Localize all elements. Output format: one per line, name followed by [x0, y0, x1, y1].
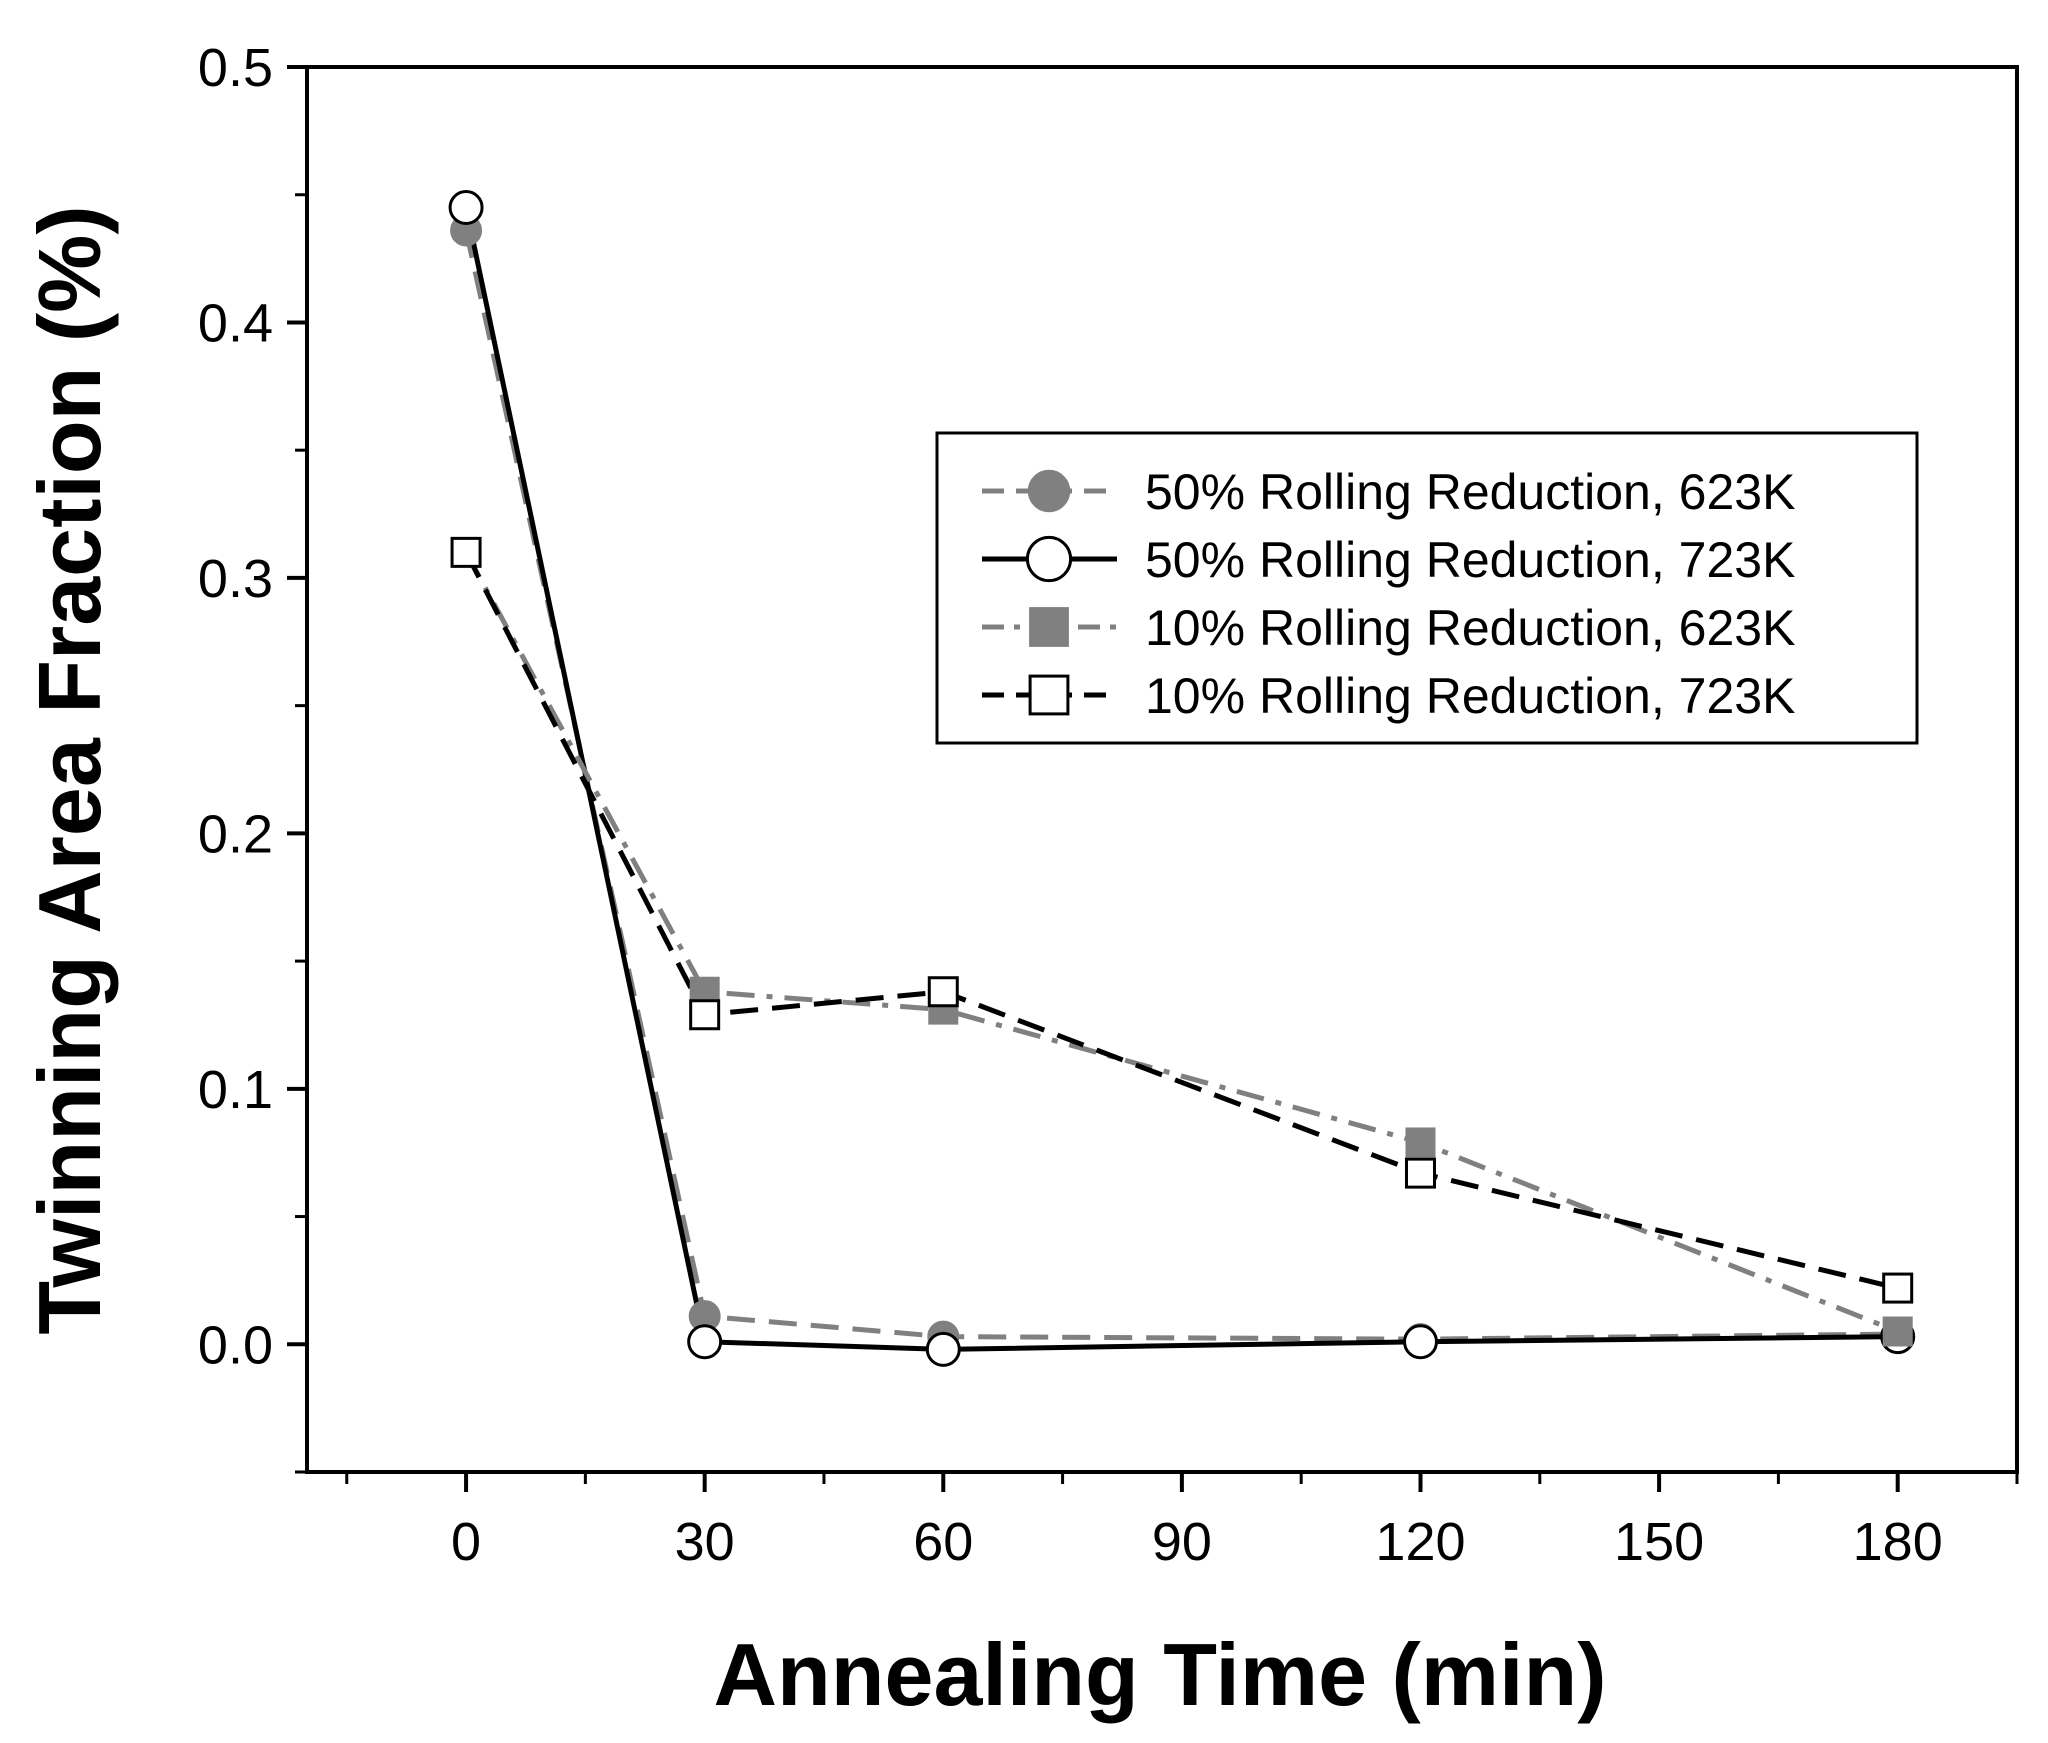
legend: 50% Rolling Reduction, 623K 50% Rolling R…: [935, 431, 1919, 745]
x-tick-label: 90: [1152, 1512, 1212, 1572]
y-tick-label: 0.3: [198, 549, 273, 609]
y-axis-title: Twinning Area Fraction (%): [20, 205, 119, 1334]
y-tick-label: 0.5: [198, 38, 273, 98]
x-tick-label: 0: [451, 1512, 481, 1572]
legend-label-0: 50% Rolling Reduction, 623K: [1145, 464, 1795, 520]
legend-label-1: 50% Rolling Reduction, 723K: [1145, 532, 1795, 588]
data-point-s1-1: [687, 1324, 723, 1360]
y-tick-label: 0.1: [198, 1060, 273, 1120]
data-point-s3-1: [689, 999, 721, 1031]
x-tick-label: 120: [1375, 1512, 1465, 1572]
x-axis-title: Annealing Time (min): [713, 1625, 1606, 1724]
series-line-0: [463, 229, 1898, 1342]
legend-marker-1: [1025, 535, 1073, 583]
series-line-1: [463, 206, 1898, 1352]
data-point-s3-3: [1404, 1157, 1436, 1189]
legend-label-3: 10% Rolling Reduction, 723K: [1145, 668, 1795, 724]
data-point-s2-3: [1405, 1127, 1436, 1158]
legend-marker-3: [1028, 674, 1070, 716]
data-point-s3-0: [450, 536, 482, 568]
data-point-s1-0: [448, 190, 484, 225]
x-tick-label: 30: [675, 1512, 735, 1572]
x-tick-label: 150: [1614, 1512, 1704, 1572]
legend-marker-2: [1029, 607, 1069, 647]
data-point-s3-2: [927, 976, 959, 1008]
x-tick-label: 180: [1853, 1512, 1943, 1572]
axis-layer: 0 30 60 90 120 150 180 0.0 0.1 0.2 0.3 0.4 0.5: [198, 38, 2019, 1572]
legend-label-2: 10% Rolling Reduction, 623K: [1145, 600, 1795, 656]
data-point-s2-4: [1882, 1316, 1913, 1347]
plot-frame: [305, 65, 2019, 1474]
legend-marker-0: [1027, 469, 1071, 513]
y-tick-label: 0.0: [198, 1315, 273, 1375]
data-point-s1-2: [925, 1331, 961, 1367]
data-point-s3-4: [1882, 1272, 1914, 1304]
x-tick-label: 60: [913, 1512, 973, 1572]
legend-box: [935, 431, 1919, 745]
data-point-s1-3: [1402, 1324, 1438, 1360]
y-tick-label: 0.4: [198, 293, 273, 353]
y-tick-label: 0.2: [198, 804, 273, 864]
plot-layer: [448, 190, 1916, 1367]
